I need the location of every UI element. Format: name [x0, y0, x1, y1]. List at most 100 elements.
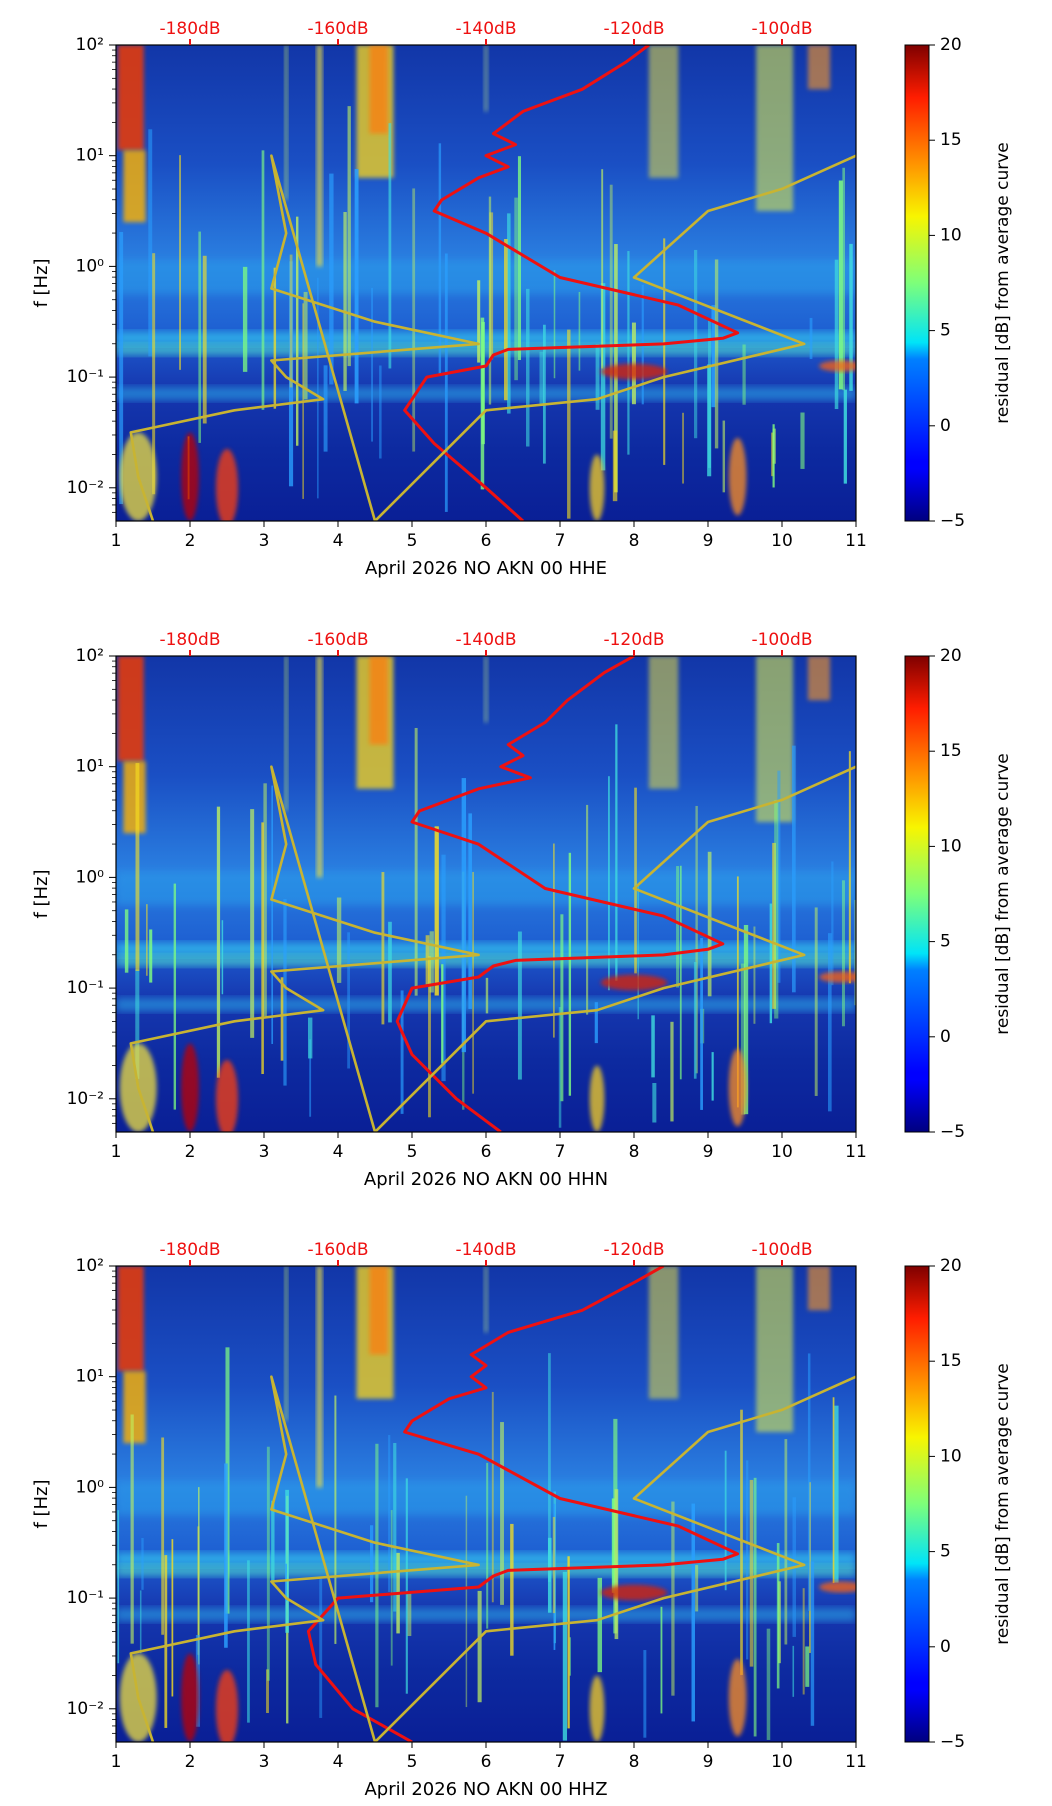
signal-line [179, 155, 181, 370]
signal-line [485, 977, 489, 1014]
signal-line [643, 1650, 647, 1738]
signal-line [472, 871, 474, 1094]
signal-line [714, 259, 719, 449]
signal-line [805, 1646, 810, 1687]
signal-line [414, 727, 418, 996]
signal-line [289, 254, 293, 388]
y-tick-label: 10⁻² [67, 1699, 104, 1719]
signal-line [441, 964, 444, 1064]
signal-line [266, 1669, 269, 1714]
colorbar-tick-label: 15 [940, 130, 962, 150]
signal-line [711, 1052, 714, 1101]
signal-line [405, 1478, 408, 1694]
x-tick-label: 11 [845, 1752, 867, 1772]
signal-streak [756, 1266, 794, 1433]
x-tick-label: 1 [111, 531, 122, 551]
signal-blob [589, 1065, 605, 1132]
noise-model-curve [129, 765, 856, 1132]
colorbar-tick-label: 20 [940, 35, 962, 55]
signal-line [634, 787, 637, 974]
signal-line [600, 283, 606, 471]
signal-line [707, 364, 712, 477]
signal-line [740, 963, 746, 1115]
signal-line [438, 143, 442, 376]
signal-line [444, 253, 448, 512]
signal-line [753, 1477, 757, 1737]
top-db-label: -100dB [751, 19, 812, 39]
x-tick-label: 5 [407, 1752, 418, 1772]
top-db-label: -160dB [307, 1240, 368, 1260]
colorbar [904, 44, 930, 522]
signal-line [542, 324, 546, 464]
x-tick-label: 9 [703, 1142, 714, 1162]
x-tick-label: 3 [259, 1752, 270, 1772]
y-tick-label: 10² [76, 1256, 104, 1276]
signal-line [827, 933, 832, 1112]
signal-line [766, 1628, 771, 1740]
colorbar-tick-label: 20 [940, 646, 962, 666]
signal-line [772, 424, 775, 488]
colorbar-tick-label: 10 [940, 1446, 962, 1466]
signal-line [594, 1002, 598, 1044]
signal-line [135, 763, 140, 971]
noise-band [116, 1481, 856, 1516]
signal-blob [589, 454, 605, 521]
signal-line [148, 129, 153, 357]
signal-line [693, 962, 697, 1079]
signal-line [164, 1555, 168, 1728]
signal-line [802, 1588, 805, 1695]
x-tick-label: 10 [771, 531, 793, 551]
signal-line [307, 1017, 313, 1059]
signal-streak [483, 656, 489, 723]
spectrogram-panel-1: 1 2 3 4 5 6 7 8 9 10 11 April 2026 NO AKN 00 HHE -18… [31, 19, 1013, 579]
colorbar-tick-label: 15 [940, 1351, 962, 1371]
signal-blob [215, 449, 239, 521]
colorbar-tick-label: 20 [940, 1256, 962, 1276]
signal-line [354, 168, 359, 404]
noise-band [116, 871, 856, 906]
x-tick-label: 11 [845, 1142, 867, 1162]
signal-line [489, 212, 494, 360]
signal-line [651, 1015, 655, 1078]
spectrogram-panel-3: 1 2 3 4 5 6 7 8 9 10 11 April 2026 NO AKN 00 HHZ -18… [31, 1240, 1013, 1800]
signal-line [295, 216, 299, 446]
signal-line [843, 389, 847, 484]
x-tick-label: 1 [111, 1752, 122, 1772]
colorbar [904, 1265, 930, 1743]
signal-line [707, 851, 712, 997]
signal-line [347, 106, 351, 367]
signal-streak [123, 761, 146, 834]
x-tick-label: 10 [771, 1752, 793, 1772]
x-tick-label: 6 [481, 1752, 492, 1772]
signal-line [742, 344, 746, 405]
signal-line [514, 197, 518, 381]
signal-line [486, 1462, 489, 1629]
signal-line [568, 852, 572, 1096]
signal-streak [316, 1266, 323, 1488]
signal-line [832, 1397, 835, 1584]
signal-line [247, 1560, 250, 1723]
signal-line [336, 897, 342, 983]
signal-line [567, 329, 571, 519]
signal-line [695, 805, 698, 1074]
y-tick-label: 10⁰ [76, 867, 105, 887]
signal-line [369, 1525, 374, 1603]
signal-line [303, 291, 308, 400]
top-db-label: -160dB [307, 19, 368, 39]
noise-band [116, 1608, 856, 1622]
signal-streak [483, 1266, 489, 1333]
x-tick-label: 1 [111, 1142, 122, 1162]
signal-streak [648, 45, 679, 178]
signal-line [379, 365, 382, 459]
signal-streak [648, 1266, 679, 1399]
signal-line [841, 880, 845, 1027]
noise-model-curve [129, 154, 856, 521]
signal-line [722, 420, 726, 493]
x-tick-label: 7 [555, 531, 566, 551]
y-tick-label: 10⁻² [67, 1089, 104, 1109]
signal-line [807, 1353, 811, 1611]
signal-line [197, 1487, 200, 1665]
signal-line [152, 253, 156, 495]
signal-line [500, 1422, 504, 1605]
